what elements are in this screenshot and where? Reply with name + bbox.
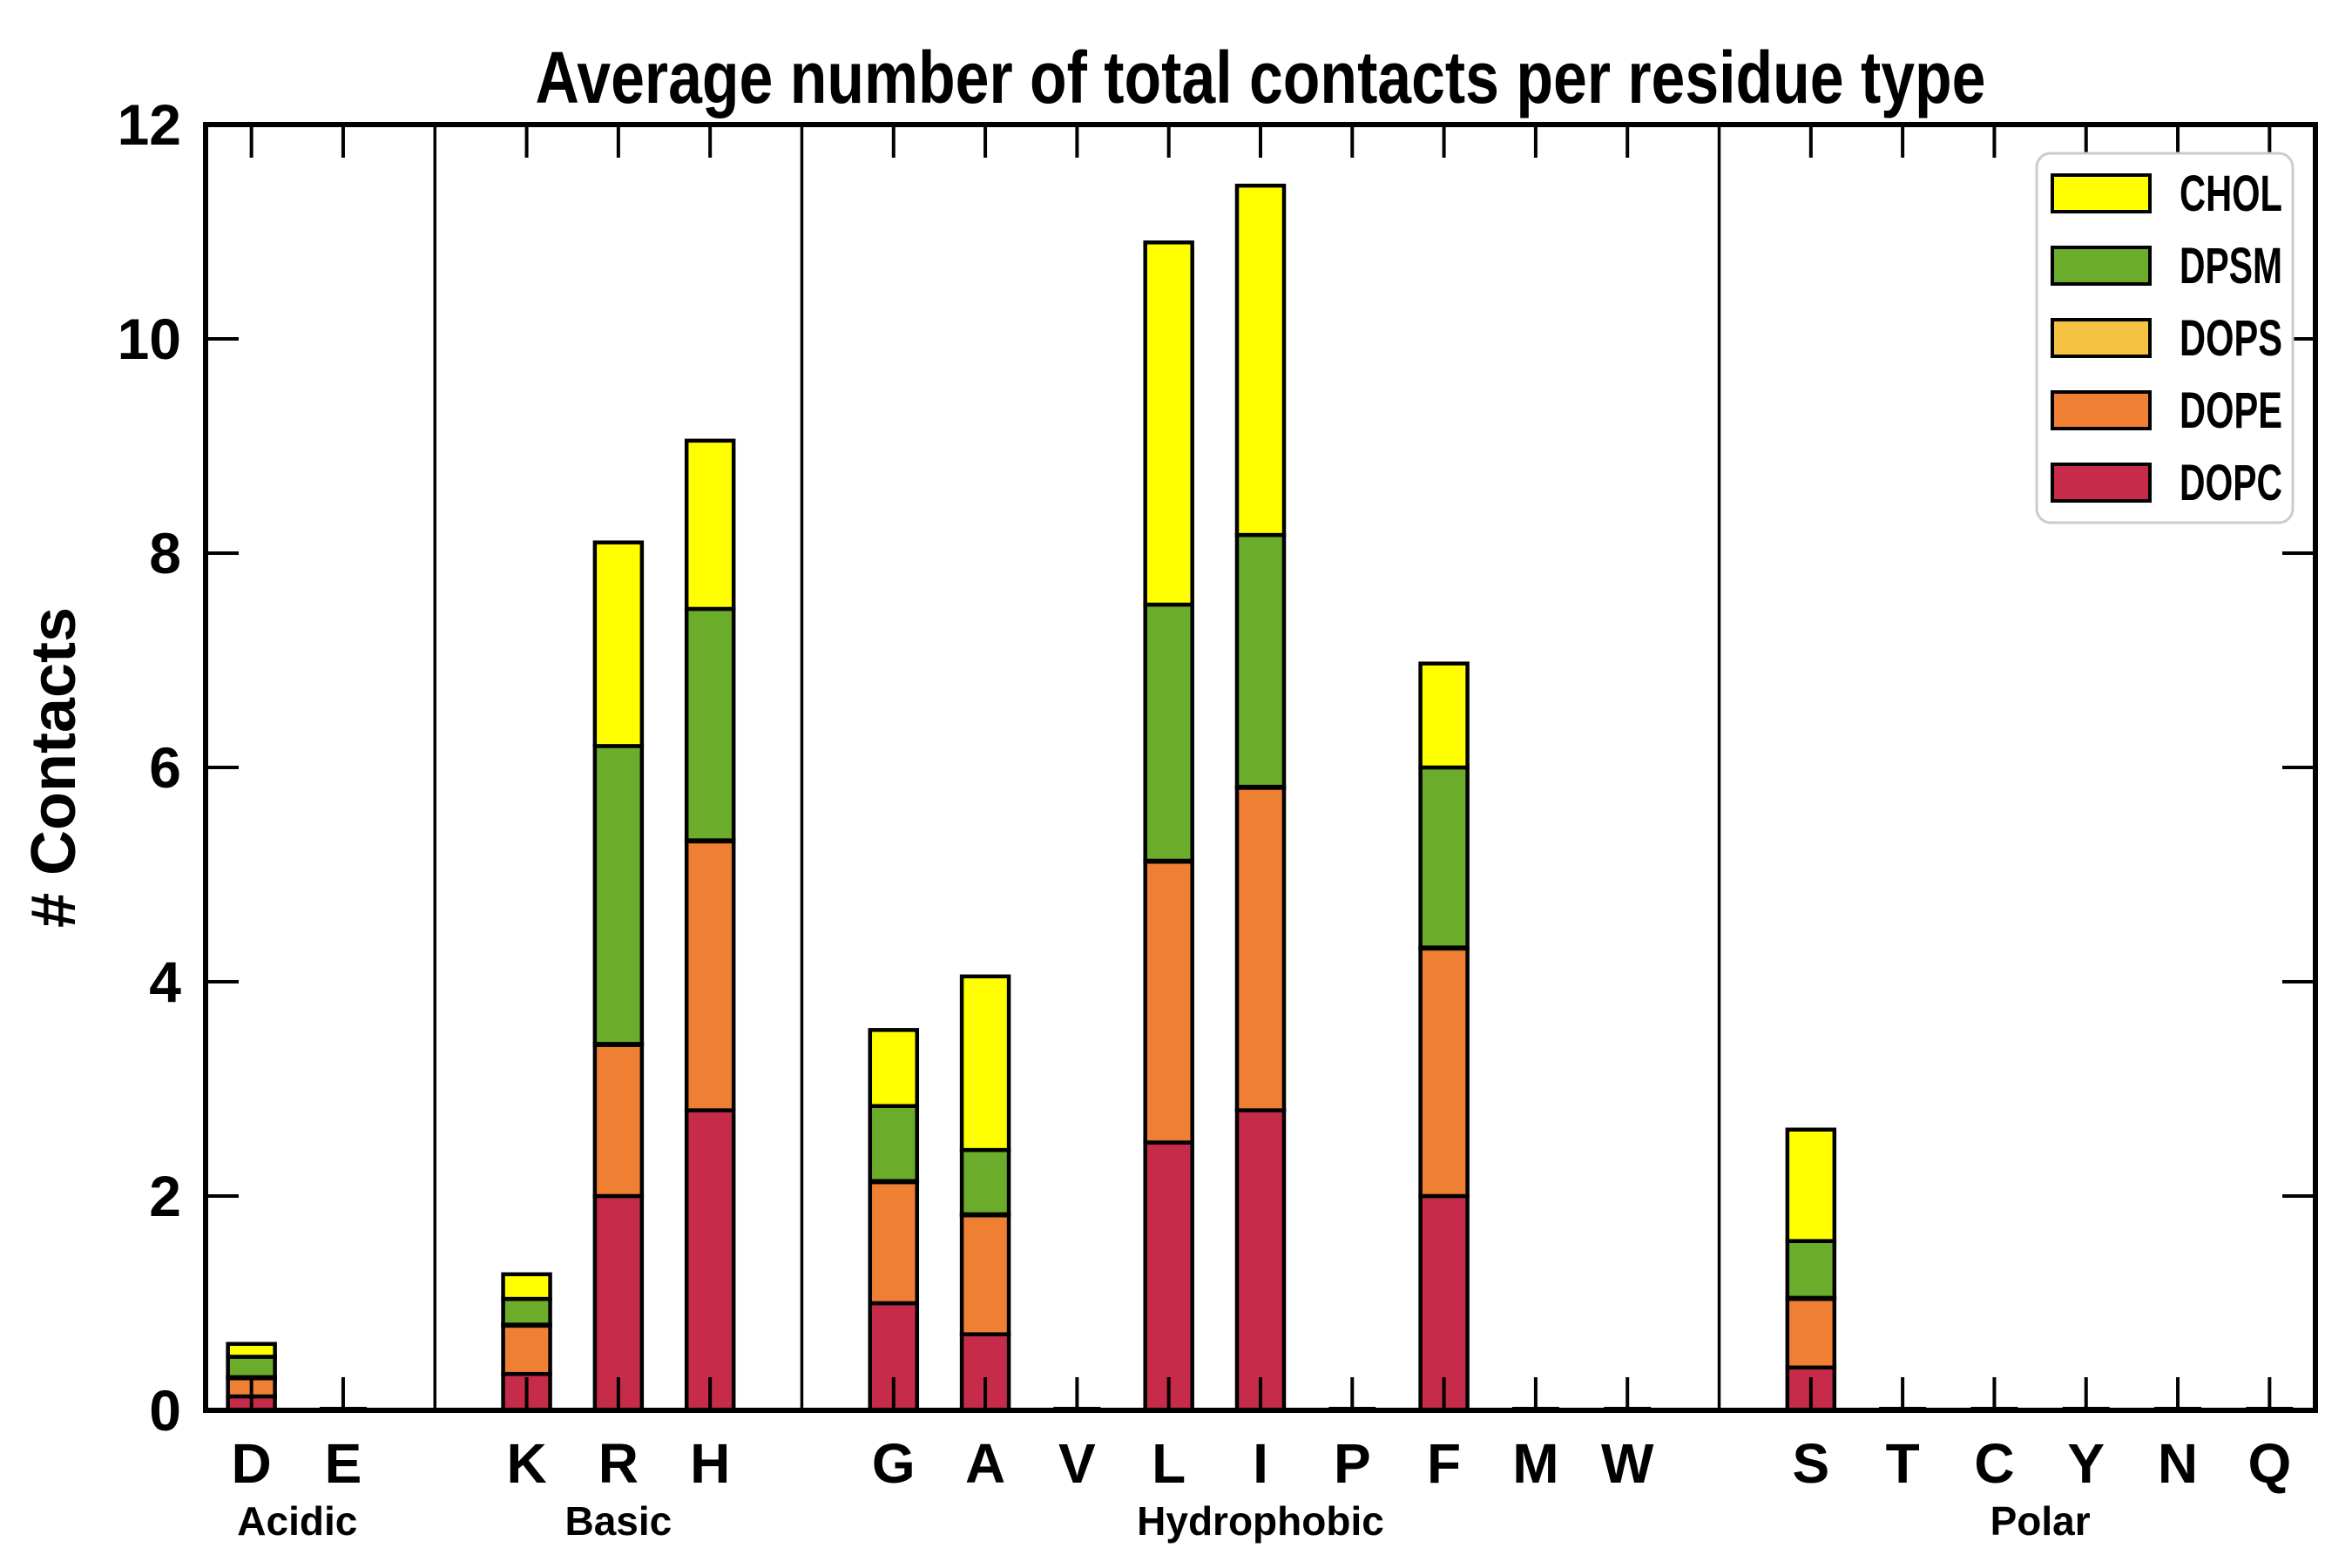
bar-H-DOPC-segment — [684, 1108, 736, 1413]
axis-text-layer: D E K R H G A V L I P F M W S T C Y N Q Acidic Basic Hydrophob… — [118, 92, 2292, 1544]
x-tick-label-Y: Y — [2067, 1432, 2105, 1495]
group-dividers-layer — [433, 125, 1721, 1410]
x-tick-label-L: L — [1152, 1432, 1186, 1495]
y-tick-label-8: 8 — [149, 521, 181, 585]
y-tick-label-0: 0 — [149, 1378, 181, 1443]
x-tick-label-C: C — [1974, 1432, 2014, 1495]
y-tick-label-10: 10 — [118, 307, 181, 371]
bar-I-DOPC-segment — [1234, 1108, 1287, 1413]
group-label-polar: Polar — [1990, 1498, 2091, 1544]
x-tick-label-T: T — [1886, 1432, 1920, 1495]
legend-swatch-DOPE — [2051, 390, 2152, 430]
group-label-acidic: Acidic — [237, 1498, 357, 1544]
bar-G-CHOL-segment — [868, 1028, 920, 1108]
bar-A-DOPE-segment — [959, 1213, 1011, 1336]
x-tick-label-E: E — [325, 1432, 362, 1495]
bar-D-DPSM-segment — [226, 1355, 277, 1380]
legend-label-CHOL: CHOL — [2180, 166, 2282, 222]
bar-F — [1418, 661, 1470, 1413]
bar-S — [1785, 1127, 1837, 1413]
x-tick-label-Q: Q — [2247, 1432, 2291, 1495]
y-tick-label-4: 4 — [149, 950, 181, 1014]
x-tick-label-G: G — [872, 1432, 916, 1495]
legend-label-DOPE: DOPE — [2180, 382, 2282, 439]
bar-I-DPSM-segment — [1234, 532, 1287, 789]
bar-R — [592, 540, 645, 1413]
bar-F-DOPE-segment — [1418, 946, 1470, 1199]
bars-layer — [226, 183, 2294, 1413]
legend: CHOL DPSM DOPS DOPE DOPC — [2035, 152, 2295, 524]
bar-F-CHOL-segment — [1418, 661, 1470, 770]
legend-label-DOPS: DOPS — [2180, 310, 2282, 367]
bar-L — [1143, 240, 1194, 1413]
y-axis-label: # Contacts — [19, 607, 89, 928]
bar-A-DPSM-segment — [959, 1147, 1011, 1217]
x-tick-label-S: S — [1792, 1432, 1829, 1495]
x-tick-label-P: P — [1334, 1432, 1371, 1495]
y-tick-label-2: 2 — [149, 1164, 181, 1228]
bar-R-CHOL-segment — [592, 540, 645, 748]
bar-S-CHOL-segment — [1785, 1127, 1837, 1243]
x-tick-label-N: N — [2158, 1432, 2198, 1495]
bar-A — [959, 974, 1011, 1413]
group-label-basic: Basic — [564, 1498, 672, 1544]
x-tick-label-R: R — [598, 1432, 639, 1495]
bar-I — [1234, 183, 1287, 1413]
bar-I-DOPE-segment — [1234, 786, 1287, 1112]
legend-label-DOPC: DOPC — [2180, 455, 2282, 511]
chart-title: Average number of total contacts per res… — [536, 37, 1986, 118]
group-label-hydrophobic: Hydrophobic — [1137, 1498, 1384, 1544]
bar-A-CHOL-segment — [959, 974, 1011, 1152]
bar-K-DPSM-segment — [501, 1296, 552, 1327]
bar-H — [684, 438, 736, 1413]
legend-swatch-DOPS — [2051, 318, 2152, 358]
legend-swatch-CHOL — [2051, 173, 2152, 213]
x-tick-label-A: A — [965, 1432, 1005, 1495]
bar-F-DPSM-segment — [1418, 765, 1470, 950]
bar-H-CHOL-segment — [684, 438, 736, 612]
bar-R-DOPE-segment — [592, 1043, 645, 1199]
bar-G-DOPE-segment — [868, 1179, 920, 1306]
legend-swatch-DPSM — [2051, 246, 2152, 286]
bar-K-CHOL-segment — [501, 1272, 552, 1301]
x-tick-label-H: H — [690, 1432, 730, 1495]
y-tick-label-6: 6 — [149, 735, 181, 800]
bar-S-DPSM-segment — [1785, 1239, 1837, 1301]
bar-G — [868, 1028, 920, 1413]
bar-L-DPSM-segment — [1143, 602, 1194, 863]
x-tick-label-F: F — [1427, 1432, 1461, 1495]
bar-K — [501, 1272, 552, 1413]
x-tick-label-V: V — [1058, 1432, 1096, 1495]
bar-L-DOPC-segment — [1143, 1140, 1194, 1413]
bar-D-CHOL-segment — [226, 1342, 277, 1359]
x-tick-label-K: K — [506, 1432, 546, 1495]
ticks-layer — [206, 123, 2315, 1412]
bar-K-DOPE-segment — [501, 1323, 552, 1376]
bar-L-DOPE-segment — [1143, 859, 1194, 1145]
legend-label-DPSM: DPSM — [2180, 238, 2282, 294]
legend-swatch-DOPC — [2051, 463, 2152, 503]
bar-I-CHOL-segment — [1234, 183, 1287, 537]
bar-G-DPSM-segment — [868, 1104, 920, 1184]
bar-S-DOPE-segment — [1785, 1296, 1837, 1370]
bar-H-DPSM-segment — [684, 606, 736, 842]
x-tick-label-D: D — [232, 1432, 272, 1495]
bar-H-DOPE-segment — [684, 839, 736, 1112]
y-tick-label-12: 12 — [118, 92, 181, 157]
bar-R-DPSM-segment — [592, 744, 645, 1046]
bar-L-CHOL-segment — [1143, 240, 1194, 607]
x-tick-label-M: M — [1512, 1432, 1558, 1495]
x-tick-label-W: W — [1601, 1432, 1654, 1495]
x-tick-label-I: I — [1253, 1432, 1268, 1495]
